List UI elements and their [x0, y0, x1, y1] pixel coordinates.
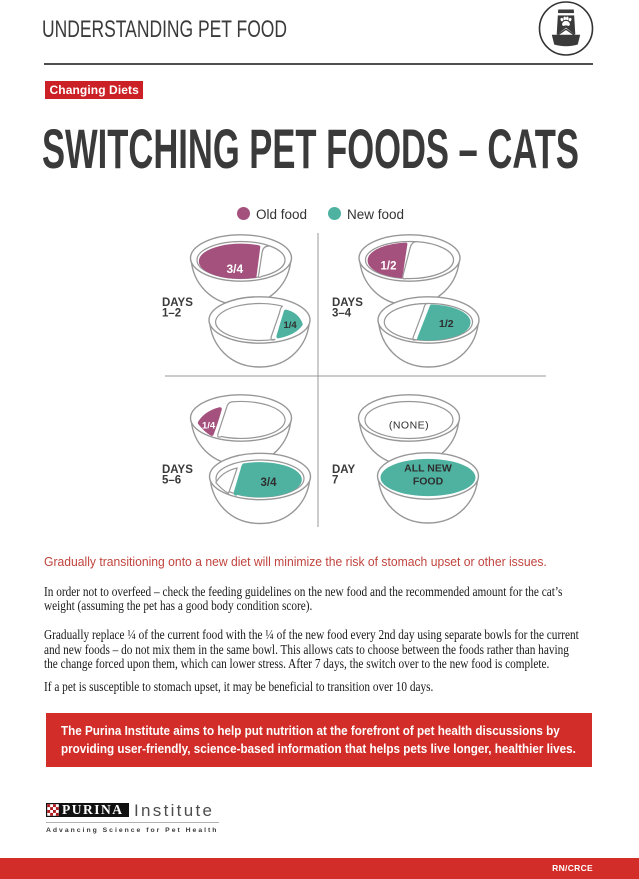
svg-text:5–6: 5–6: [162, 475, 181, 487]
svg-text:1/4: 1/4: [284, 320, 298, 331]
svg-text:1–2: 1–2: [162, 308, 181, 320]
svg-text:DAYS: DAYS: [332, 297, 363, 309]
svg-text:PURINA: PURINA: [62, 802, 124, 817]
svg-text:Institute: Institute: [134, 801, 214, 820]
svg-text:DAYS: DAYS: [162, 297, 193, 309]
svg-text:1/2: 1/2: [381, 261, 397, 273]
svg-text:ALL NEW: ALL NEW: [404, 463, 452, 475]
svg-text:FOOD: FOOD: [413, 476, 444, 488]
svg-text:(NONE): (NONE): [389, 420, 429, 432]
svg-text:3–4: 3–4: [332, 308, 352, 320]
svg-text:1/2: 1/2: [439, 318, 454, 330]
svg-text:1/4: 1/4: [202, 421, 216, 432]
svg-text:3/4: 3/4: [227, 262, 244, 276]
svg-text:Advancing Science for Pet Heal: Advancing Science for Pet Health: [46, 827, 218, 834]
svg-text:DAY: DAY: [332, 464, 356, 476]
svg-text:DAYS: DAYS: [162, 464, 193, 476]
svg-text:3/4: 3/4: [261, 477, 278, 489]
svg-text:7: 7: [332, 475, 338, 487]
